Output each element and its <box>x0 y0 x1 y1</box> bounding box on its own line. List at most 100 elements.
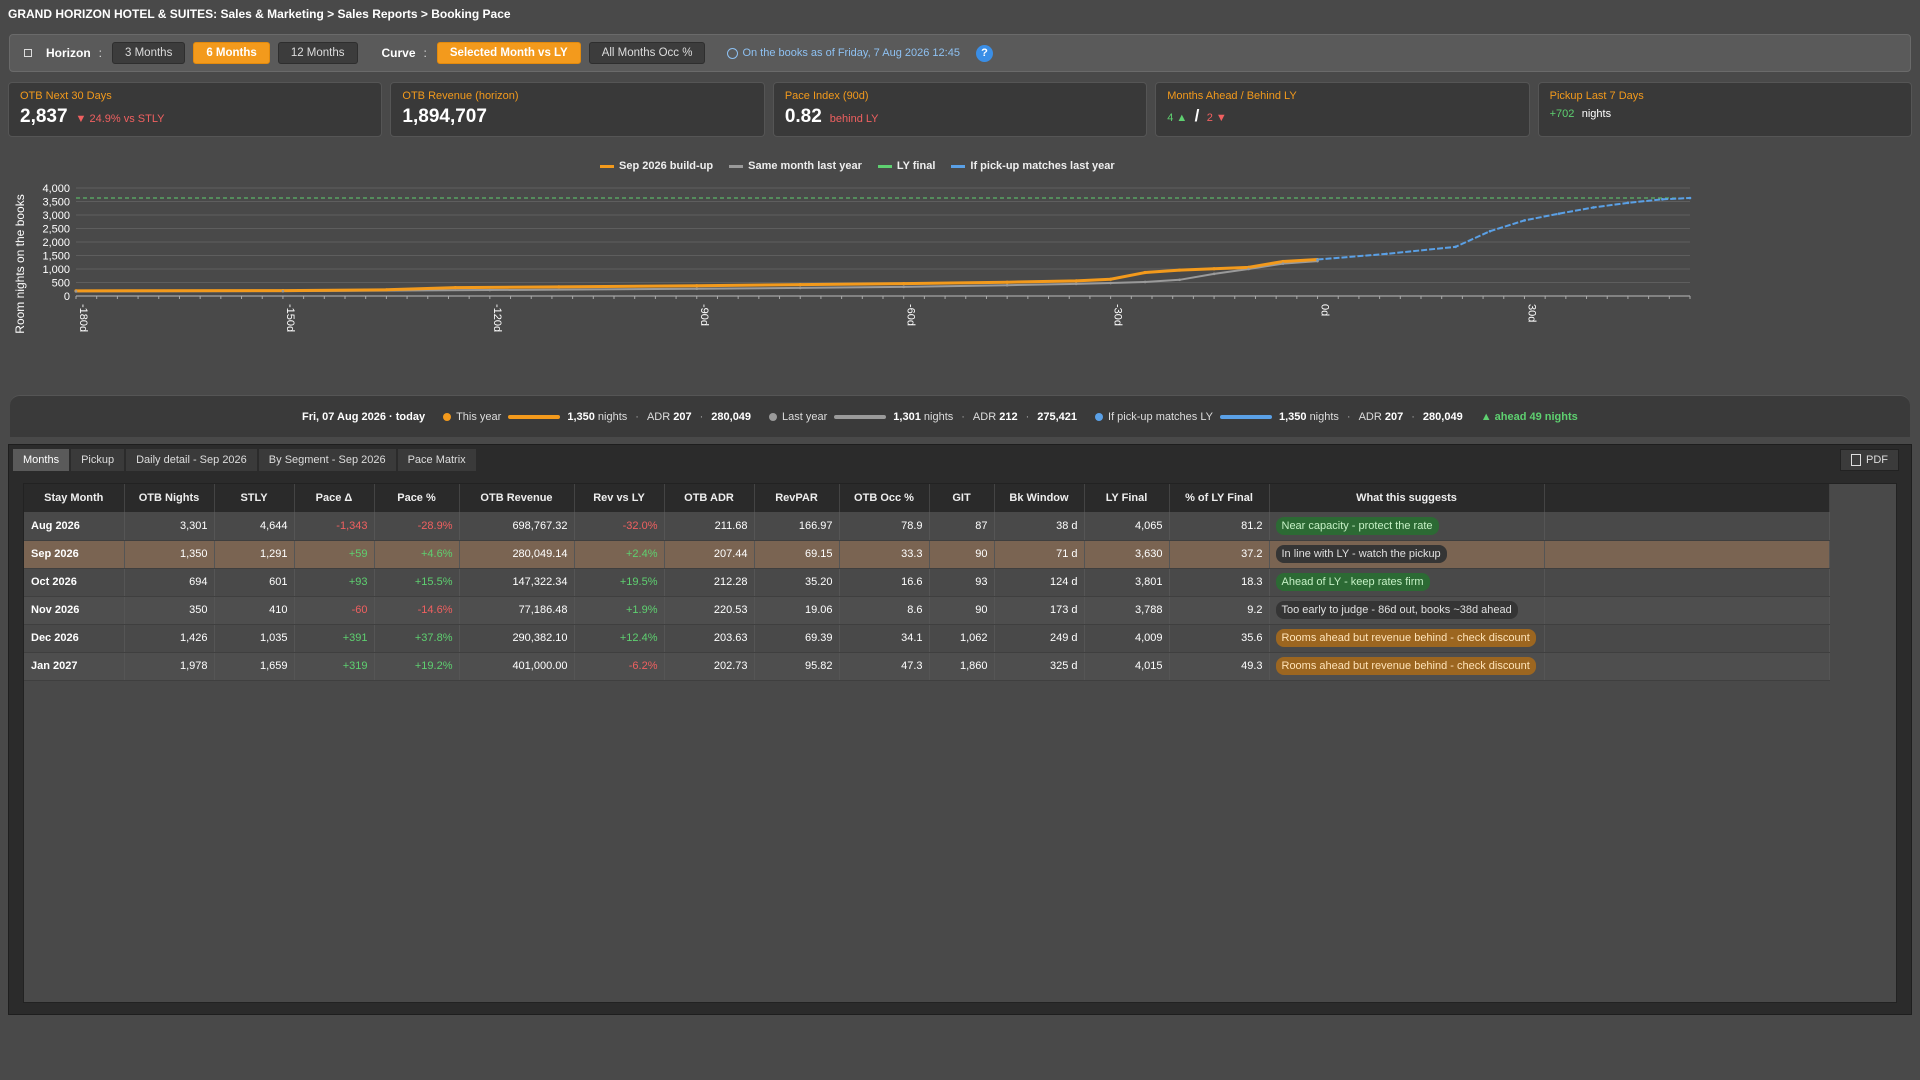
data-point <box>695 284 699 288</box>
data-point <box>1143 270 1147 275</box>
table-cell: 38 d <box>994 512 1085 541</box>
table-cell: 212.28 <box>664 568 755 597</box>
table-row[interactable]: Sep 2026 1,350 1,291 +59 +4.6% 280,049.14 +2.4… <box>24 540 1830 569</box>
tab-pickup[interactable]: Pickup <box>71 449 125 471</box>
table-row[interactable]: Dec 2026 1,426 1,035 +391 +37.8% 290,382.10 +1… <box>24 624 1830 653</box>
data-point <box>1109 281 1112 285</box>
table-cell: 147,322.34 <box>459 568 575 597</box>
column-header[interactable]: LY Final <box>1084 484 1170 512</box>
table-cell: 81.2 <box>1169 512 1270 541</box>
table-row[interactable]: Oct 2026 694 601 +93 +15.5% 147,322.34 +19.5% 2… <box>24 568 1830 597</box>
horizon-3-months-button[interactable]: 3 Months <box>112 42 186 64</box>
legend-item[interactable]: LY final <box>877 160 935 172</box>
months-table-area: Stay Month OTB Nights STLY Pace Δ Pace % OTB … <box>23 483 1897 1003</box>
data-point <box>1661 198 1664 201</box>
y-tick-label: 1,000 <box>42 264 70 276</box>
table-cell: +1.9% <box>574 596 665 625</box>
table-cell: 3,801 <box>1084 568 1170 597</box>
table-cell: 4,015 <box>1084 652 1170 681</box>
months-table: Stay Month OTB Nights STLY Pace Δ Pace % OTB … <box>24 484 1830 681</box>
tab-months[interactable]: Months <box>13 449 70 471</box>
data-point <box>1247 267 1250 271</box>
tab-daily-detail[interactable]: Daily detail - Sep 2026 <box>126 449 257 471</box>
x-tick-label: -180d <box>77 304 89 332</box>
help-icon[interactable]: ? <box>975 44 993 62</box>
data-point <box>902 281 906 286</box>
breadcrumb: GRAND HORIZON HOTEL & SUITES: Sales & Ma… <box>8 7 511 21</box>
table-cell: 19.06 <box>754 596 840 625</box>
table-cell: Jan 2027 <box>24 652 125 681</box>
column-header[interactable]: RevPAR <box>754 484 840 512</box>
column-header[interactable]: Pace % <box>374 484 460 512</box>
table-cell: 249 d <box>994 624 1085 653</box>
legend-item[interactable]: Same month last year <box>729 160 862 172</box>
table-cell: 18.3 <box>1169 568 1270 597</box>
curve-selected-month-button[interactable]: Selected Month vs LY <box>436 42 581 64</box>
horizon-12-months-button[interactable]: 12 Months <box>277 42 358 64</box>
kpi-pace-index: Pace Index (90d) 0.82 behind LY <box>772 82 1148 137</box>
report-panel: Months Pickup Daily detail - Sep 2026 By… <box>8 444 1912 1015</box>
data-point <box>74 290 78 293</box>
legend-item[interactable]: If pick-up matches last year <box>951 160 1115 172</box>
table-cell: Sep 2026 <box>24 540 125 569</box>
horizon-label: Horizon <box>46 46 91 60</box>
table-cell: 1,978 <box>124 652 215 681</box>
table-cell: 3,788 <box>1084 596 1170 625</box>
column-header[interactable]: OTB ADR <box>664 484 755 512</box>
suggestion-badge: Ahead of LY - keep rates firm <box>1275 573 1430 591</box>
table-cell: 77,186.48 <box>459 596 575 625</box>
status-date: Fri, 07 Aug 2026 · today <box>302 410 426 423</box>
y-tick-label: 500 <box>52 278 70 290</box>
column-header[interactable]: Stay Month <box>24 484 125 512</box>
data-point <box>1074 279 1078 283</box>
data-point <box>1212 267 1216 271</box>
table-row[interactable]: Nov 2026 350 410 -60 -14.6% 77,186.48 +1.9% 220… <box>24 596 1830 625</box>
table-row[interactable]: Aug 2026 3,301 4,644 -1,343 -28.9% 698,767.32… <box>24 512 1830 541</box>
tab-by-segment[interactable]: By Segment - Sep 2026 <box>258 449 396 471</box>
kpi-months-ahead: Months Ahead / Behind LY 4 ▲ / 2 ▼ <box>1155 82 1530 137</box>
table-cell: 202.73 <box>664 652 755 681</box>
column-header[interactable]: Pace Δ <box>294 484 375 512</box>
horizon-6-months-button[interactable]: 6 Months <box>193 42 270 64</box>
x-tick-label: -150d <box>284 304 296 332</box>
data-point <box>902 285 905 289</box>
column-header[interactable]: % of LY Final <box>1169 484 1270 512</box>
table-cell: 410 <box>214 596 295 625</box>
table-row[interactable]: Jan 2027 1,978 1,659 +319 +19.2% 401,000.00 -6… <box>24 652 1830 681</box>
curve-all-months-button[interactable]: All Months Occ % <box>588 42 706 64</box>
data-point <box>1316 258 1319 261</box>
table-cell: 350 <box>124 596 215 625</box>
legend-item[interactable]: Sep 2026 build-up <box>600 160 713 172</box>
table-cell: 71 d <box>994 540 1085 569</box>
tab-pace-matrix[interactable]: Pace Matrix <box>397 449 476 471</box>
column-header[interactable]: STLY <box>214 484 295 512</box>
pdf-button[interactable]: PDF <box>1840 449 1899 471</box>
column-header[interactable]: What this suggests <box>1269 484 1545 512</box>
column-header[interactable]: OTB Revenue <box>459 484 575 512</box>
column-header[interactable]: OTB Occ % <box>839 484 930 512</box>
data-point <box>1592 206 1595 209</box>
column-header[interactable]: Rev vs LY <box>574 484 665 512</box>
table-cell: +93 <box>294 568 375 597</box>
table-cell: -32.0% <box>574 512 665 541</box>
column-header[interactable]: GIT <box>929 484 995 512</box>
column-header-filler <box>1544 484 1830 512</box>
table-cell: Oct 2026 <box>24 568 125 597</box>
data-point <box>557 285 561 289</box>
kpi-row: OTB Next 30 Days 2,837 ▼ 24.9% vs STLY OT… <box>8 82 1913 137</box>
table-cell: 1,426 <box>124 624 215 653</box>
data-point <box>1005 283 1009 287</box>
suggestion-badge: Rooms ahead but revenue behind - check d… <box>1275 657 1536 675</box>
kpi-pickup-7: Pickup Last 7 Days +702 nights <box>1537 82 1913 137</box>
as-of-text: On the books as of Friday, 7 Aug 2026 12… <box>727 47 960 59</box>
if-dot <box>1095 412 1104 421</box>
column-header[interactable]: OTB Nights <box>124 484 215 512</box>
y-tick-label: 2,500 <box>42 224 70 236</box>
suggestion-cell: Too early to judge - 86d out, books ~38d… <box>1269 596 1545 625</box>
table-cell: 3,630 <box>1084 540 1170 569</box>
curve-label: Curve <box>381 46 416 60</box>
booking-pace-chart: Sep 2026 build-up Same month last year L… <box>0 150 1920 380</box>
column-header[interactable]: Bk Window <box>994 484 1085 512</box>
data-point <box>281 289 285 293</box>
